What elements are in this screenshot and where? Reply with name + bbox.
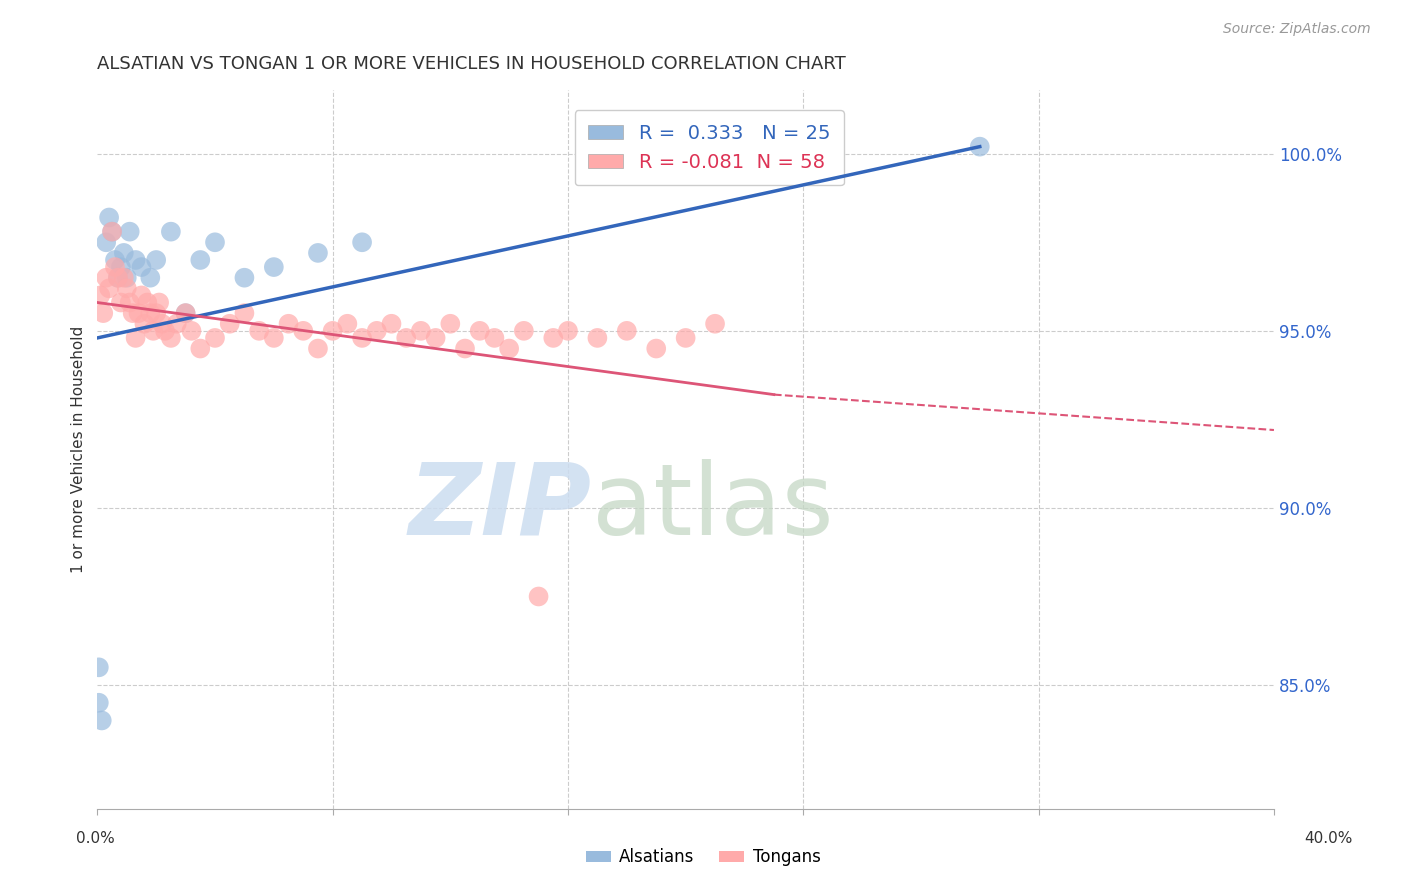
Point [586, 331, 609, 345]
Point [484, 331, 506, 345]
Point [104, 260, 127, 274]
Point [543, 331, 565, 345]
Point [395, 331, 418, 345]
Point [352, 235, 374, 250]
Point [131, 288, 153, 302]
Point [160, 331, 183, 345]
Point [153, 324, 176, 338]
Point [139, 306, 162, 320]
Text: atlas: atlas [592, 458, 834, 556]
Point [87, 660, 110, 674]
Text: Source: ZipAtlas.com: Source: ZipAtlas.com [1223, 22, 1371, 37]
Point [101, 225, 124, 239]
Point [112, 246, 135, 260]
Point [134, 317, 156, 331]
Legend: Alsatians, Tongans: Alsatians, Tongans [579, 842, 827, 873]
Point [145, 252, 167, 267]
Point [110, 260, 132, 274]
Point [96, 235, 118, 250]
Text: 0.0%: 0.0% [76, 831, 115, 846]
Point [118, 225, 141, 239]
Point [107, 270, 129, 285]
Point [124, 331, 146, 345]
Point [498, 342, 520, 356]
Point [527, 590, 550, 604]
Point [204, 235, 226, 250]
Point [104, 252, 127, 267]
Point [160, 225, 183, 239]
Point [166, 317, 188, 331]
Text: 40.0%: 40.0% [1305, 831, 1353, 846]
Point [139, 270, 162, 285]
Point [366, 324, 388, 338]
Point [188, 342, 211, 356]
Point [174, 306, 197, 320]
Point [174, 306, 197, 320]
Point [87, 696, 110, 710]
Point [704, 317, 727, 331]
Point [425, 331, 447, 345]
Point [101, 225, 124, 239]
Point [150, 317, 173, 331]
Y-axis label: 1 or more Vehicles in Household: 1 or more Vehicles in Household [72, 326, 86, 574]
Point [124, 252, 146, 267]
Point [90, 714, 112, 728]
Point [204, 331, 226, 345]
Point [277, 317, 299, 331]
Point [292, 324, 315, 338]
Point [233, 270, 256, 285]
Point [145, 306, 167, 320]
Point [115, 281, 138, 295]
Point [352, 331, 374, 345]
Point [645, 342, 668, 356]
Text: ALSATIAN VS TONGAN 1 OR MORE VEHICLES IN HOUSEHOLD CORRELATION CHART: ALSATIAN VS TONGAN 1 OR MORE VEHICLES IN… [97, 55, 846, 73]
Point [468, 324, 491, 338]
Point [307, 342, 329, 356]
Legend: R =  0.333   N = 25, R = -0.081  N = 58: R = 0.333 N = 25, R = -0.081 N = 58 [575, 111, 844, 186]
Point [89, 288, 111, 302]
Point [247, 324, 270, 338]
Point [675, 331, 697, 345]
Point [142, 324, 165, 338]
Point [513, 324, 536, 338]
Point [136, 295, 159, 310]
Point [439, 317, 461, 331]
Point [322, 324, 344, 338]
Point [115, 270, 138, 285]
Point [409, 324, 432, 338]
Point [263, 331, 285, 345]
Point [616, 324, 638, 338]
Point [128, 306, 150, 320]
Point [218, 317, 240, 331]
Point [307, 246, 329, 260]
Point [98, 281, 121, 295]
Point [112, 270, 135, 285]
Point [336, 317, 359, 331]
Point [107, 270, 129, 285]
Point [110, 295, 132, 310]
Point [91, 306, 114, 320]
Point [233, 306, 256, 320]
Text: ZIP: ZIP [409, 458, 592, 556]
Point [188, 252, 211, 267]
Point [118, 295, 141, 310]
Point [98, 211, 121, 225]
Point [131, 260, 153, 274]
Point [380, 317, 402, 331]
Point [180, 324, 202, 338]
Point [96, 270, 118, 285]
Point [454, 342, 477, 356]
Point [148, 295, 170, 310]
Point [969, 139, 991, 153]
Point [121, 306, 143, 320]
Point [557, 324, 579, 338]
Point [263, 260, 285, 274]
